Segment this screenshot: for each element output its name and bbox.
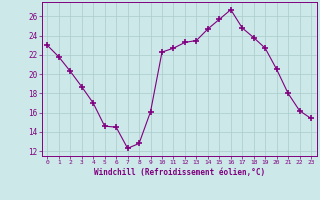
X-axis label: Windchill (Refroidissement éolien,°C): Windchill (Refroidissement éolien,°C) xyxy=(94,168,265,177)
